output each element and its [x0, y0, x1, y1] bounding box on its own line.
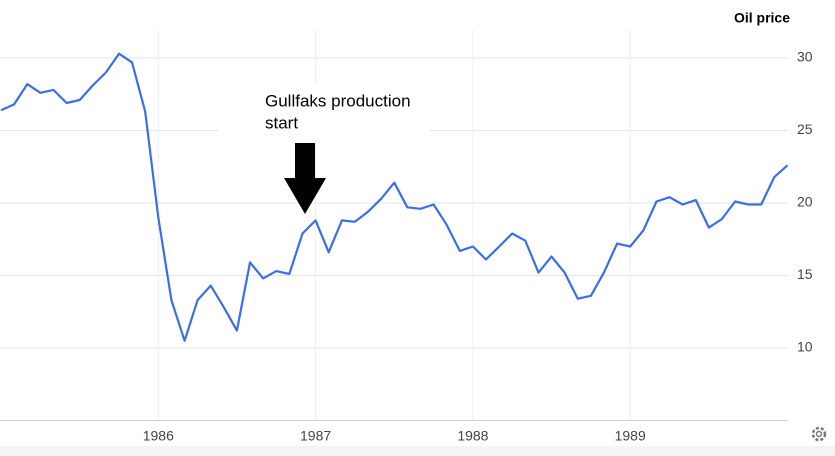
x-tick-label: 1986 — [143, 428, 174, 444]
x-tick-label: 1987 — [300, 428, 331, 444]
y-tick-label: 15 — [797, 266, 813, 282]
settings-icon[interactable] — [811, 426, 827, 442]
x-tick-label: 1988 — [457, 428, 488, 444]
annotation-box — [218, 84, 430, 140]
y-tick-label: 30 — [797, 49, 813, 65]
line — [0, 52, 789, 342]
annotation: Gullfaks production — [265, 91, 411, 110]
y-tick-label: 10 — [797, 339, 813, 355]
footer-bar — [0, 446, 835, 456]
annotation-arrow — [284, 143, 326, 214]
y-tick-label: 25 — [797, 121, 813, 137]
annotation: start — [265, 113, 298, 132]
x-tick-label: 1989 — [615, 428, 646, 444]
y-tick-label: 20 — [797, 194, 813, 210]
chart-title: Oil price — [734, 10, 790, 26]
grid — [0, 30, 788, 421]
plot — [0, 52, 789, 342]
